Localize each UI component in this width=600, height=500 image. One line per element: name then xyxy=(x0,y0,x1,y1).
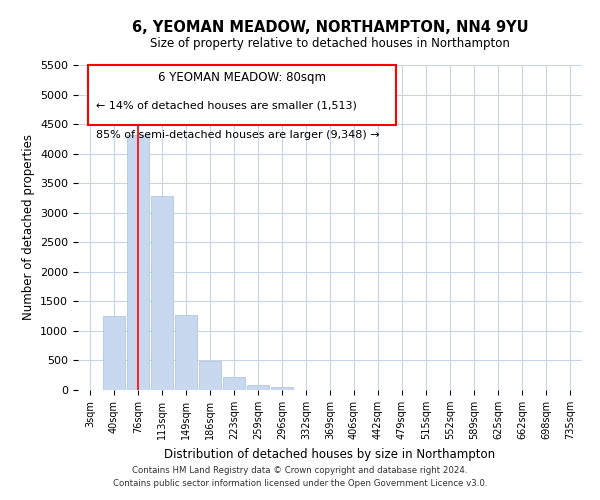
Bar xyxy=(175,314,197,390)
Text: 85% of semi-detached houses are larger (9,348) →: 85% of semi-detached houses are larger (… xyxy=(95,130,379,140)
X-axis label: Distribution of detached houses by size in Northampton: Distribution of detached houses by size … xyxy=(164,448,496,460)
Text: ← 14% of detached houses are smaller (1,513): ← 14% of detached houses are smaller (1,… xyxy=(95,101,356,111)
Bar xyxy=(127,134,149,390)
Bar xyxy=(199,362,221,390)
Bar xyxy=(103,316,125,390)
Text: Size of property relative to detached houses in Northampton: Size of property relative to detached ho… xyxy=(150,38,510,51)
Y-axis label: Number of detached properties: Number of detached properties xyxy=(22,134,35,320)
Bar xyxy=(247,385,269,390)
Bar xyxy=(223,377,245,390)
Bar xyxy=(271,387,293,390)
Text: Contains HM Land Registry data © Crown copyright and database right 2024.
Contai: Contains HM Land Registry data © Crown c… xyxy=(113,466,487,487)
Text: 6 YEOMAN MEADOW: 80sqm: 6 YEOMAN MEADOW: 80sqm xyxy=(158,72,326,85)
FancyBboxPatch shape xyxy=(88,65,395,125)
Text: 6, YEOMAN MEADOW, NORTHAMPTON, NN4 9YU: 6, YEOMAN MEADOW, NORTHAMPTON, NN4 9YU xyxy=(131,20,529,35)
Bar xyxy=(151,196,173,390)
